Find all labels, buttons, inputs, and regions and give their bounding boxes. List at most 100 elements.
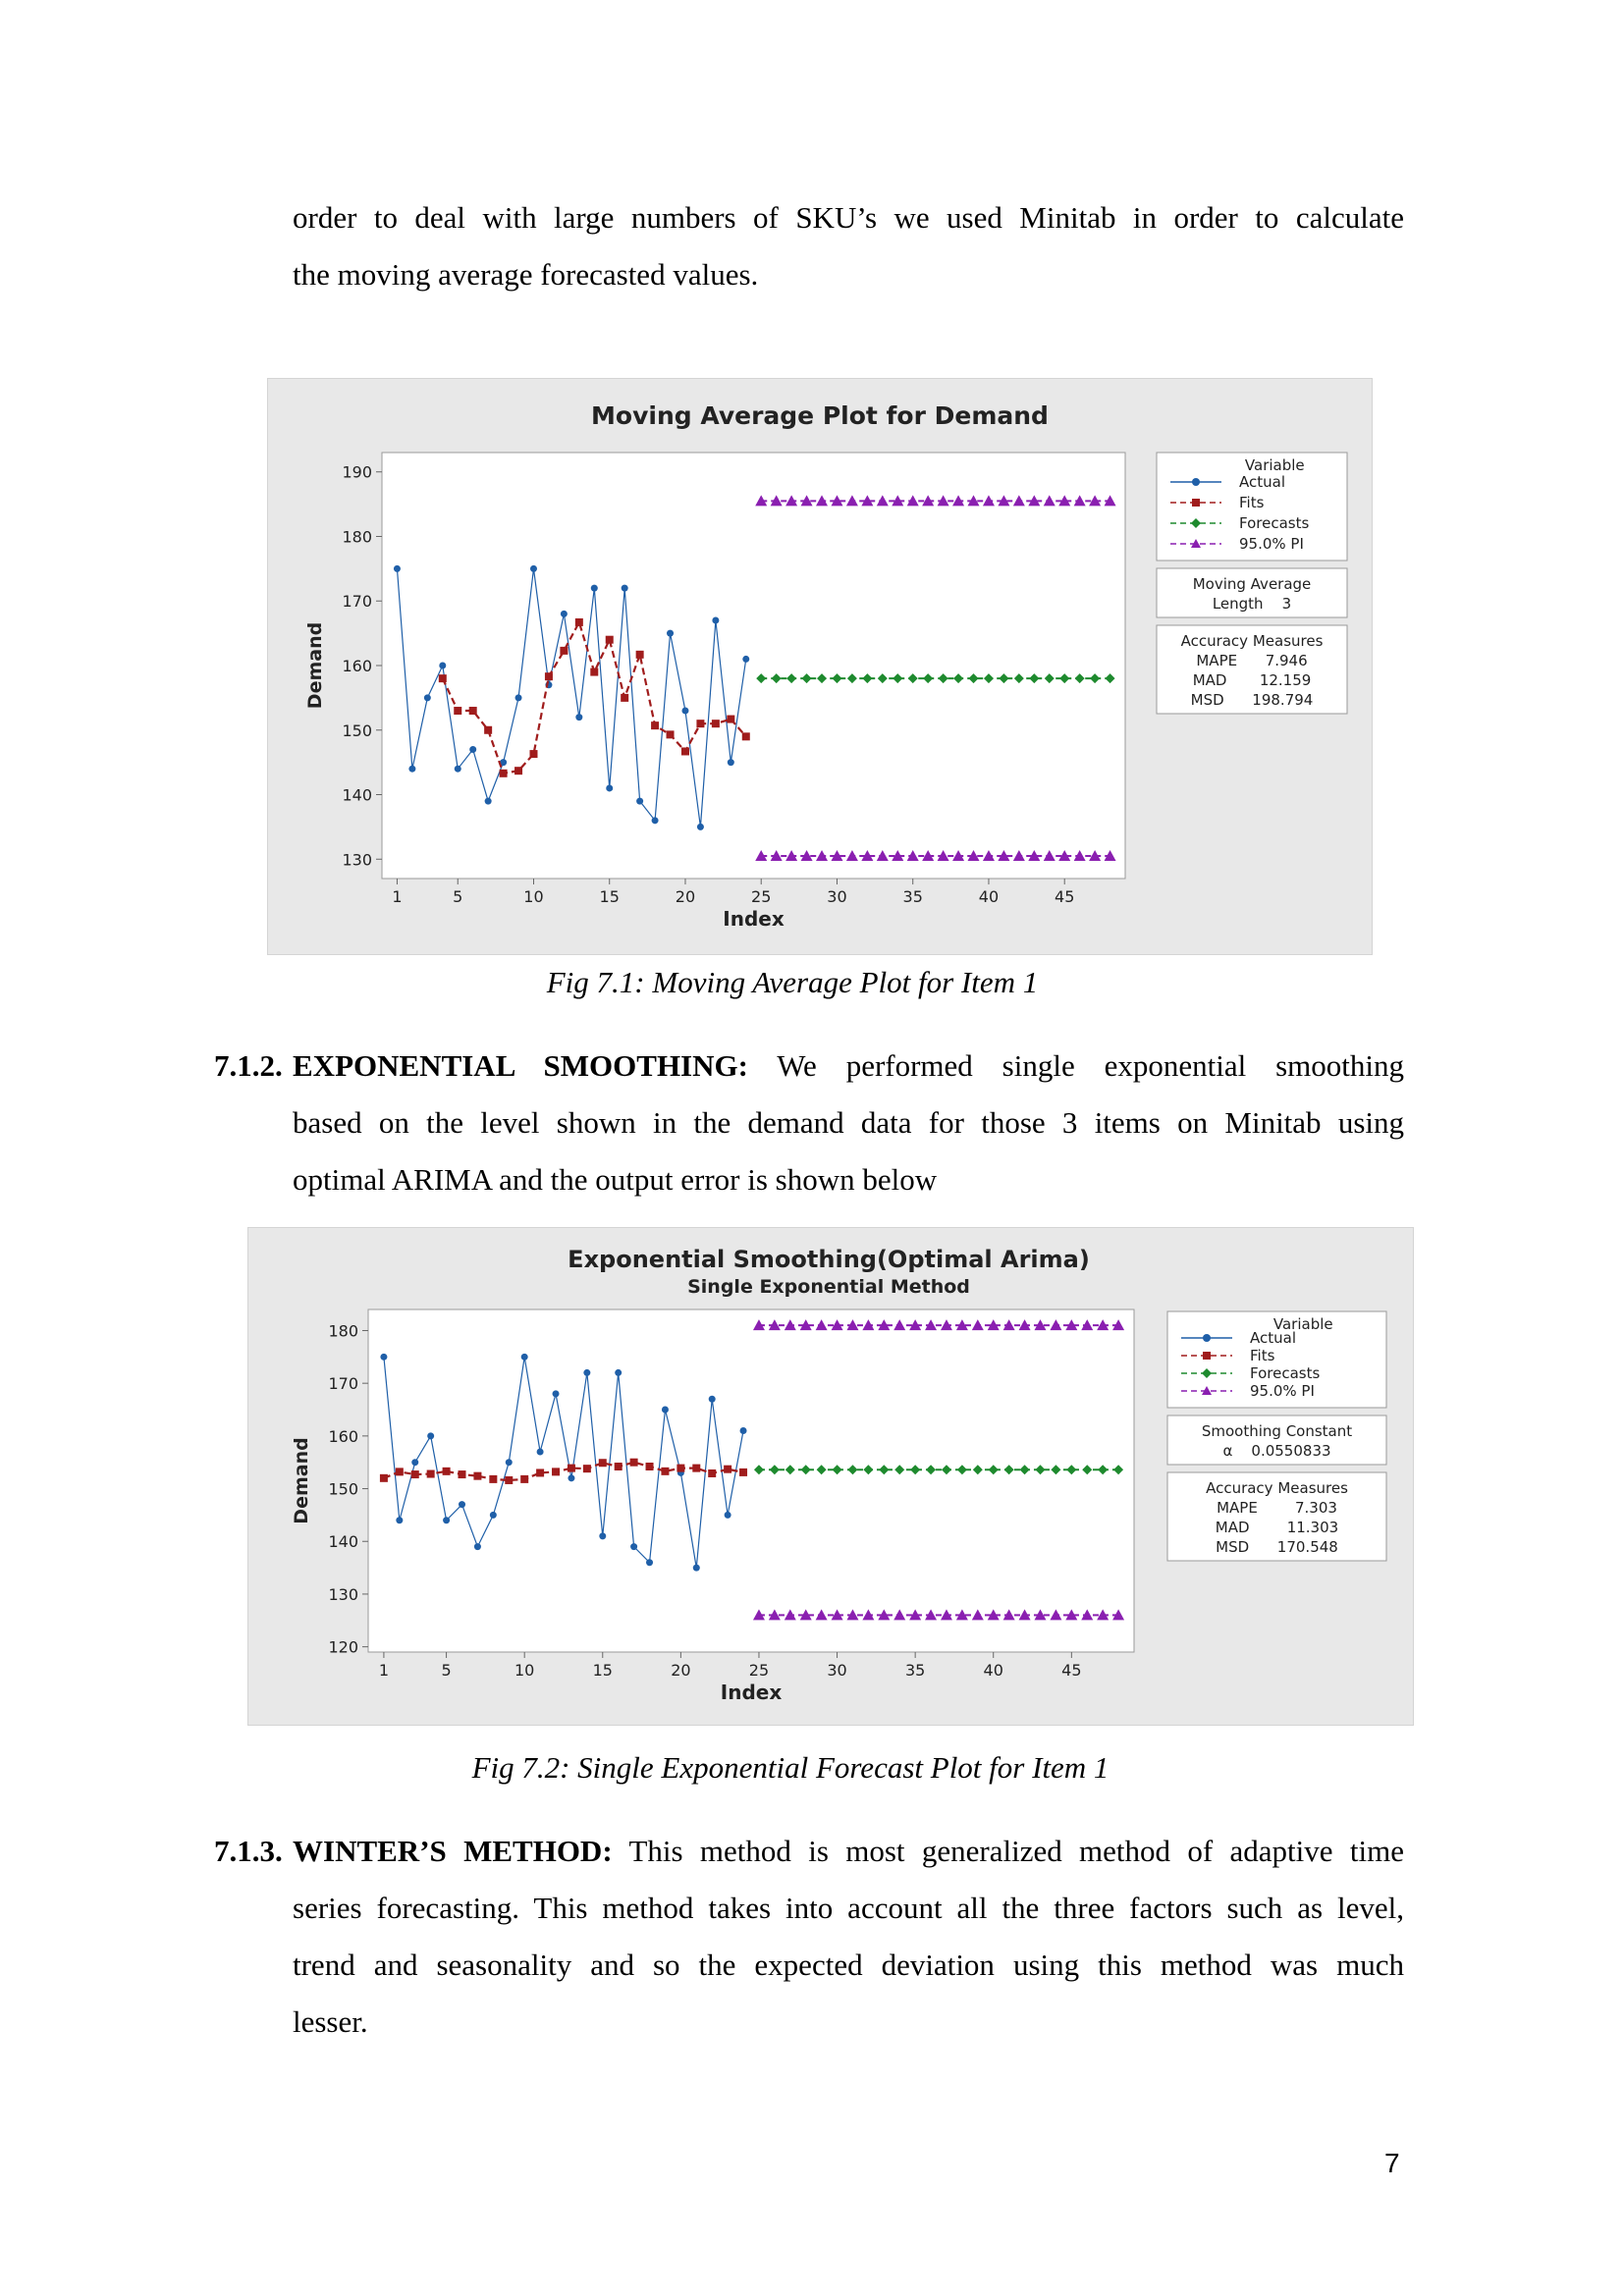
95-0-pi-upper-point [800, 495, 813, 507]
95-0-pi-upper-point [892, 495, 904, 507]
info-box-line: MAPE 7.303 [1217, 1499, 1337, 1517]
95-0-pi-upper-point [1028, 495, 1041, 507]
section-712-line-3: optimal ARIMA and the output error is sh… [293, 1162, 938, 1197]
actual-point [615, 1368, 623, 1376]
actual-point [484, 797, 492, 805]
actual-point [560, 610, 568, 617]
actual-point [408, 765, 416, 773]
fits-point [473, 1471, 482, 1480]
info-box-line: MAD 12.159 [1193, 671, 1312, 689]
actual-point [454, 765, 461, 773]
x-tick-label: 25 [749, 1661, 769, 1680]
x-tick-label: 10 [514, 1661, 534, 1680]
legend-swatch-marker [1191, 539, 1201, 548]
fits-point [711, 720, 720, 728]
forecasts-value-point [894, 1465, 905, 1475]
legend-entry: Actual [1250, 1329, 1296, 1347]
fits-point [529, 750, 538, 759]
x-tick-label: 35 [903, 887, 923, 906]
95-0-pi-lower-point [752, 1609, 765, 1621]
95-0-pi-upper-point [998, 495, 1010, 507]
95-0-pi-lower-point [845, 849, 858, 861]
actual-point [439, 662, 447, 669]
legend-entry: Fits [1250, 1347, 1275, 1364]
fits-point [520, 1474, 529, 1483]
actual-point [599, 1532, 607, 1540]
info-box-line: MAD 11.303 [1216, 1519, 1338, 1536]
95-0-pi-upper-point [845, 495, 858, 507]
95-0-pi-lower-point [861, 849, 874, 861]
info-box-line: MSD 170.548 [1216, 1538, 1338, 1556]
actual-point [520, 1353, 528, 1361]
fits-point [514, 767, 523, 775]
fits-point [614, 1463, 623, 1471]
95-0-pi-lower-point [1043, 849, 1056, 861]
actual-point [621, 584, 628, 592]
section-713-line-1: This method is most generalized method o… [628, 1834, 1404, 1868]
section-713-title: WINTER’S METHOD: [293, 1834, 613, 1868]
forecasts-value-point [863, 1465, 874, 1475]
forecasts-value-point [753, 1465, 764, 1475]
forecasts-value-point [893, 673, 903, 684]
forecasts-value-point [1082, 1465, 1093, 1475]
y-tick-label: 170 [342, 592, 372, 611]
actual-point [568, 1474, 575, 1482]
info-box [1166, 1415, 1387, 1466]
info-box [1156, 567, 1348, 618]
95-0-pi-upper-point [940, 1319, 952, 1331]
info-box [1156, 624, 1348, 715]
section-713-line-4: lesser. [293, 2004, 368, 2039]
x-tick-label: 30 [827, 1661, 846, 1680]
fits-point [629, 1458, 638, 1467]
chart-subtitle: Single Exponential Method [687, 1276, 970, 1298]
actual-point [742, 655, 750, 663]
forecasts-value-point [968, 673, 979, 684]
fits-point [661, 1467, 670, 1475]
x-tick-label: 45 [1055, 887, 1074, 906]
95-0-pi-upper-point [1104, 495, 1116, 507]
95-0-pi-upper-point [815, 1319, 828, 1331]
plot-area [367, 1308, 1135, 1653]
actual-point [536, 1448, 544, 1456]
95-0-pi-lower-point [893, 1609, 906, 1621]
fits-point [635, 650, 644, 659]
forecasts-value-point [786, 673, 797, 684]
actual-point [606, 784, 614, 792]
legend-box [1156, 452, 1348, 561]
forecasts-value-point [953, 673, 964, 684]
actual-point [380, 1353, 388, 1361]
actual-point [727, 759, 734, 767]
fits-point [727, 715, 735, 723]
forecasts-value-point [1035, 1465, 1046, 1475]
forecasts-value-point [983, 673, 994, 684]
x-tick-label: 1 [379, 1661, 389, 1680]
forecasts-value-point [769, 1465, 780, 1475]
y-tick-label: 130 [328, 1585, 358, 1604]
95-0-pi-upper-point [906, 495, 919, 507]
x-axis-label: Index [723, 907, 785, 931]
95-0-pi-lower-point [800, 849, 813, 861]
figure-2-caption: Fig 7.2: Single Exponential Forecast Plo… [471, 1750, 1110, 1785]
forecasts-value-point [785, 1465, 795, 1475]
forecasts-value-point [877, 673, 888, 684]
x-tick-label: 15 [600, 887, 620, 906]
chart-title: Moving Average Plot for Demand [591, 401, 1049, 430]
fits-point [410, 1470, 419, 1479]
actual-point [575, 714, 583, 721]
95-0-pi-lower-point [987, 1609, 1000, 1621]
95-0-pi-upper-point [1012, 495, 1025, 507]
y-tick-label: 130 [342, 850, 372, 869]
legend-swatch-marker [1203, 1352, 1211, 1360]
actual-point [459, 1501, 466, 1509]
x-tick-label: 20 [676, 887, 695, 906]
y-tick-label: 160 [342, 657, 372, 675]
intro-line-1: order to deal with large numbers of SKU’… [293, 200, 1404, 235]
95-0-pi-upper-point [785, 495, 798, 507]
forecasts-value-point [923, 673, 934, 684]
section-713-line-3: trend and seasonality and so the expecte… [293, 1948, 1404, 1982]
actual-point [630, 1543, 638, 1551]
x-tick-label: 45 [1061, 1661, 1081, 1680]
actual-point [661, 1406, 669, 1414]
y-tick-label: 160 [328, 1427, 358, 1446]
95-0-pi-upper-point [1112, 1319, 1125, 1331]
